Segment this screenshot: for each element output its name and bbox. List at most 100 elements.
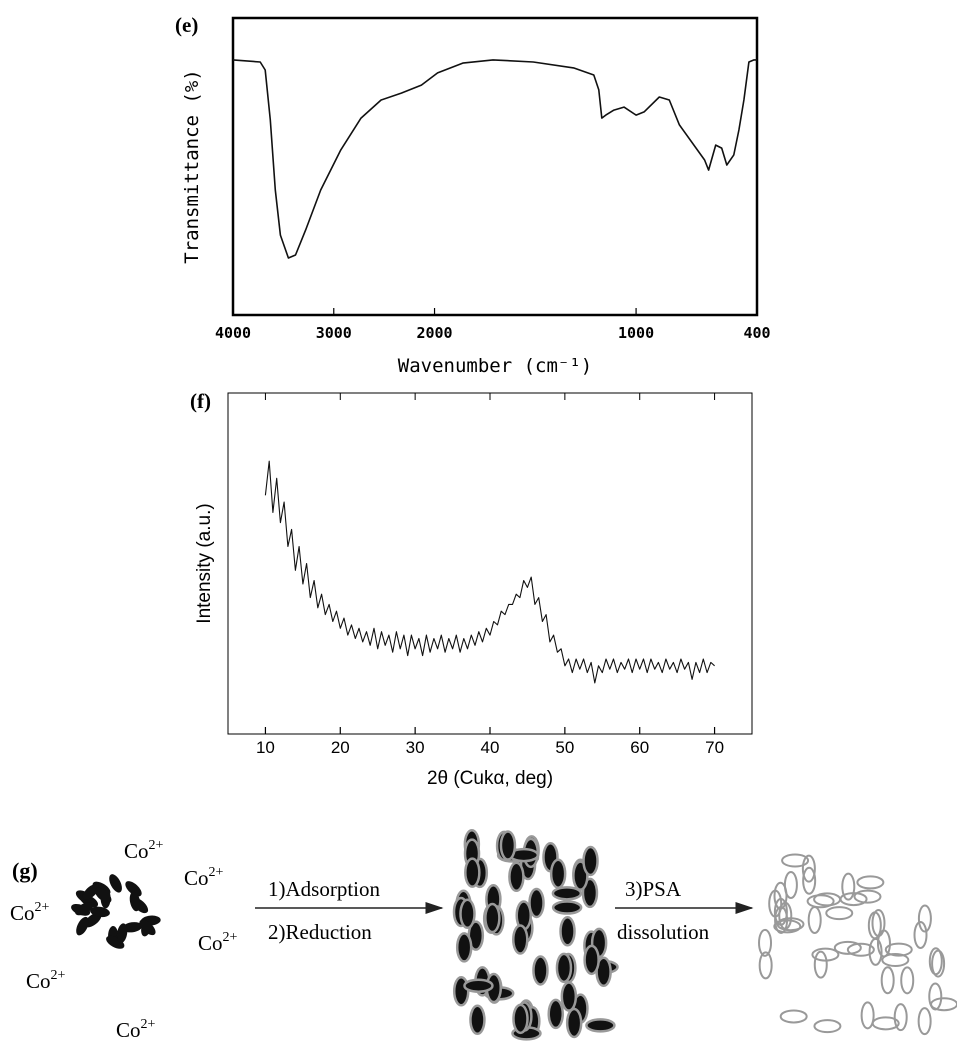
hollow-particle (917, 1007, 932, 1036)
mechanism-diagram: (g) 1)Adsorption 2)Reduction 3)PSA disso… (10, 828, 957, 1042)
ion-label: Co2+ (10, 900, 50, 925)
coated-particle (508, 861, 525, 893)
panel-label: (e) (175, 13, 198, 37)
coated-particle (560, 981, 578, 1012)
data-line (232, 59, 757, 259)
ion-charge: 2+ (51, 968, 66, 983)
ion-charge: 2+ (209, 865, 224, 880)
coated-particle (551, 900, 583, 915)
hollow-particle (802, 866, 817, 895)
hollow-particle (758, 951, 773, 980)
coated-particle (512, 924, 529, 955)
nanoparticle (76, 916, 89, 936)
ion-charge: 2+ (149, 838, 164, 853)
ion-symbol: Co (124, 839, 149, 863)
step-label: 2)Reduction (268, 920, 372, 944)
hollow-particle (860, 1001, 875, 1030)
hollow-particle (813, 1019, 842, 1034)
ion-charge: 2+ (223, 930, 238, 945)
x-tick-label: 2000 (416, 324, 452, 342)
coated-particle (512, 1003, 529, 1035)
nanoparticle (75, 902, 94, 916)
x-tick-label: 1000 (618, 324, 654, 342)
hollow-particle (813, 950, 828, 979)
hollow-particle (880, 966, 895, 995)
nanoparticle (116, 923, 128, 944)
hollow-particle (928, 947, 943, 976)
nanoparticle (139, 919, 156, 936)
ion-symbol: Co (26, 969, 51, 993)
coated-particle (555, 952, 573, 984)
hollow-particle (778, 901, 793, 930)
hollow-particle (846, 942, 875, 957)
coated-particle (499, 830, 517, 861)
x-tick-label: 400 (743, 324, 770, 342)
ion-charge: 2+ (35, 900, 50, 915)
coated-particle (469, 1004, 486, 1036)
hollow-particle (893, 1003, 908, 1032)
hollow-particle (807, 905, 822, 934)
hollow-particle (881, 953, 910, 968)
nanoparticle (82, 884, 99, 900)
coated-particle (455, 932, 473, 963)
chart: 4000 3000 2000 1000 400 Wavenumber (cm⁻¹) Tran… (175, 13, 771, 377)
hollow-particle (841, 872, 856, 901)
coated-particle (547, 998, 564, 1030)
coated-particle (551, 886, 583, 901)
hollow-particle (806, 894, 835, 909)
x-tick-label: 30 (406, 738, 425, 757)
hollow-particle (779, 1009, 808, 1024)
x-tick-label: 10 (256, 738, 275, 757)
coated-particle (559, 915, 576, 947)
nanoparticle (125, 881, 142, 897)
nanoparticle (129, 891, 141, 912)
chart: 10 20 30 40 50 60 70 2θ (Cukα, deg) Intensity (a… (190, 389, 753, 789)
ion-label: Co2+ (184, 865, 224, 890)
coated-particle (583, 944, 600, 976)
hollow-particle (930, 997, 957, 1012)
step-label: dissolution (617, 920, 710, 944)
panel-label: (g) (12, 858, 38, 883)
x-tick-label: 20 (331, 738, 350, 757)
ion-label: Co2+ (26, 968, 66, 993)
panel-label: (f) (190, 389, 211, 413)
hollow-particle (811, 947, 840, 962)
hollow-particle (913, 921, 928, 950)
x-tick-label: 4000 (215, 324, 251, 342)
nanoparticle (109, 874, 122, 893)
hollow-particle (783, 871, 798, 900)
coated-particle (549, 858, 567, 889)
hollow-particle (801, 854, 816, 883)
step-label: 1)Adsorption (268, 877, 380, 901)
nanoparticle (90, 906, 110, 918)
ion-symbol: Co (184, 866, 209, 890)
hollow-particle (856, 875, 885, 890)
y-axis-label: Transmittance (%) (181, 69, 203, 263)
hollow-particle (900, 966, 915, 995)
hollow-particle (868, 937, 883, 966)
ion-label: Co2+ (198, 930, 238, 955)
coated-particle (582, 845, 599, 877)
step-label: 3)PSA (625, 877, 682, 901)
nanoparticle (94, 887, 112, 903)
coated-particle (528, 887, 545, 919)
x-axis-label: Wavenumber (cm⁻¹) (398, 355, 592, 377)
coated-particle (464, 857, 481, 888)
x-axis-label: 2θ (Cukα, deg) (427, 768, 553, 789)
hollow-particle (884, 942, 913, 957)
x-tick-label: 60 (630, 738, 649, 757)
y-axis-label: Intensity (a.u.) (194, 503, 215, 623)
ion-label: Co2+ (124, 838, 164, 863)
ion-charge: 2+ (141, 1017, 156, 1032)
ion-symbol: Co (116, 1018, 141, 1042)
hollow-particle (825, 906, 854, 921)
coated-particle (565, 1007, 583, 1039)
ion-symbol: Co (10, 901, 35, 925)
hollow-particle (758, 928, 773, 957)
x-tick-label: 40 (481, 738, 500, 757)
hollow-particle (853, 889, 882, 904)
x-tick-label: 70 (705, 738, 724, 757)
ion-label: Co2+ (116, 1017, 156, 1042)
